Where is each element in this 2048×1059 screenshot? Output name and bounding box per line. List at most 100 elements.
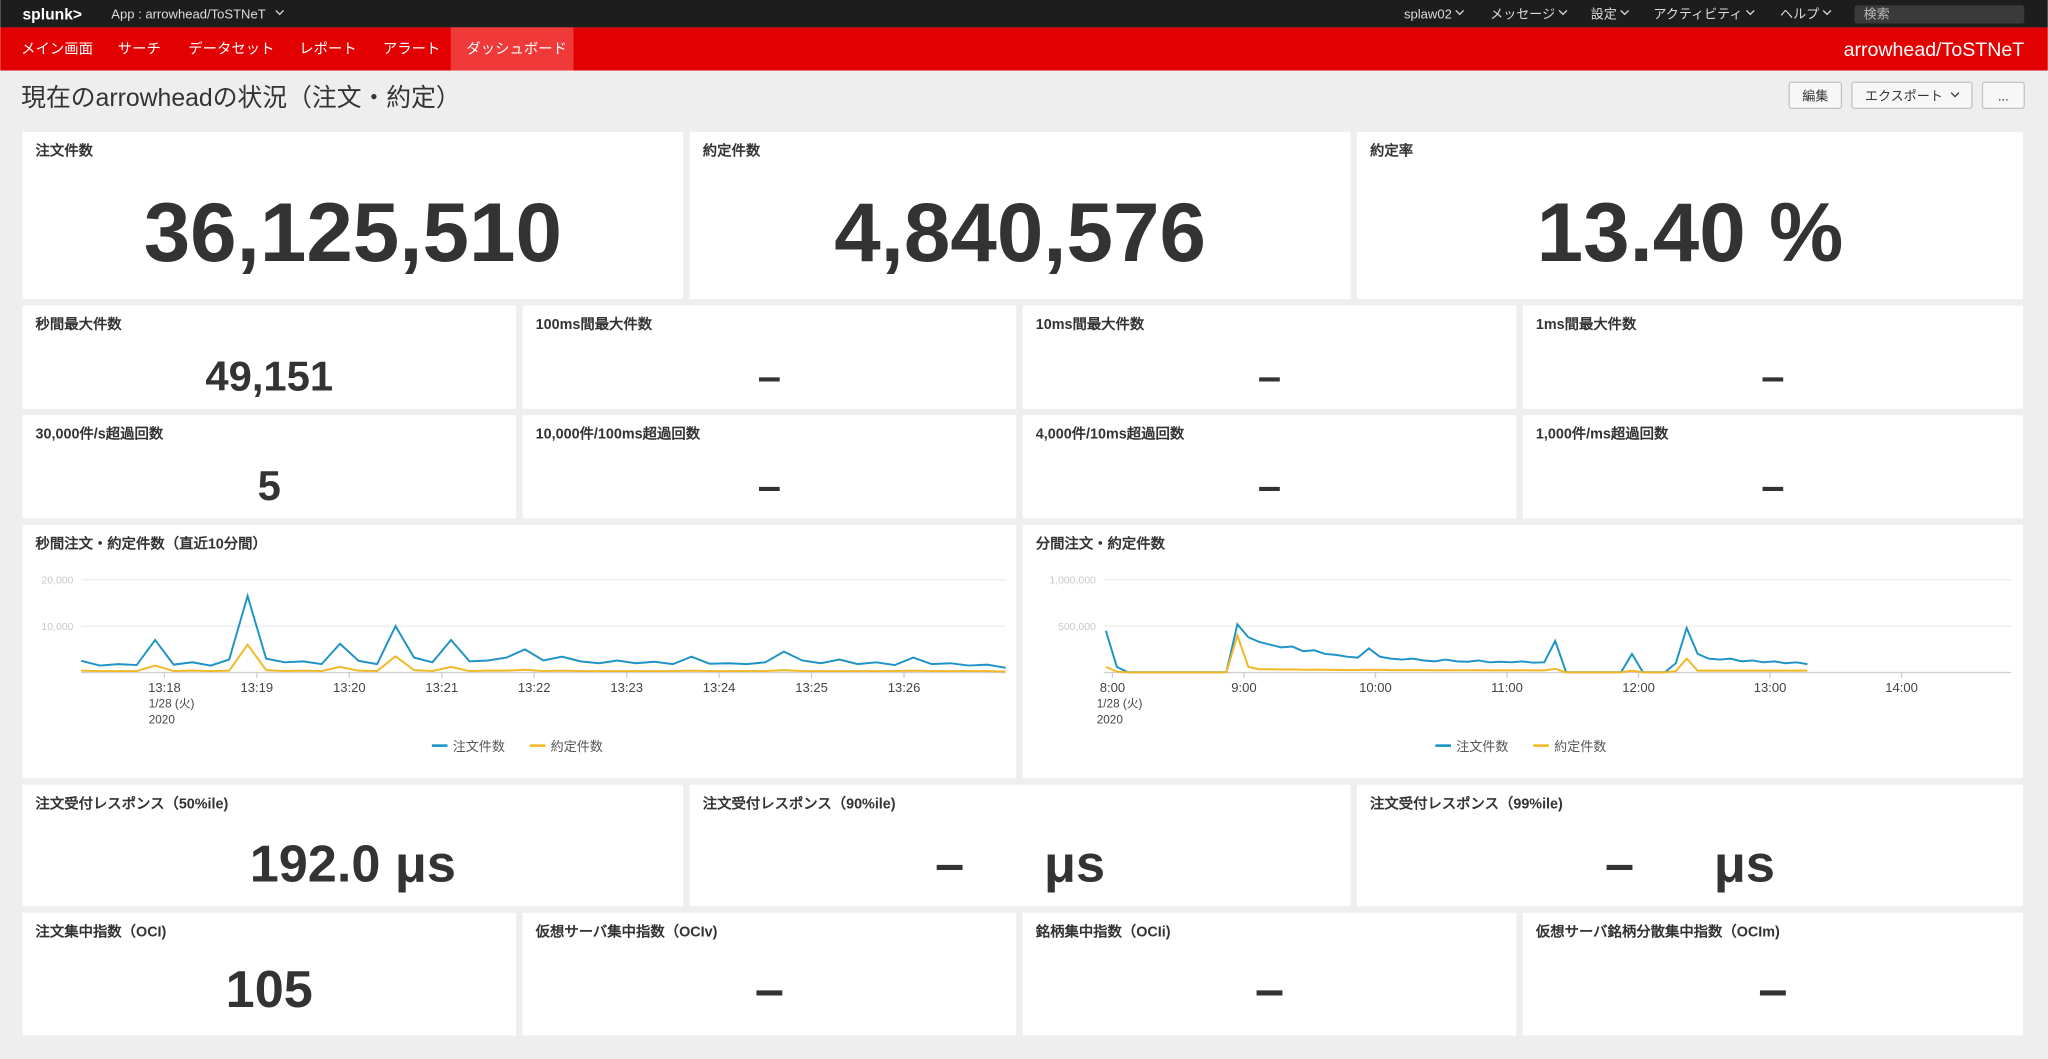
value: 5	[258, 462, 281, 509]
value: –	[1758, 961, 1787, 1019]
panel-title: 1,000件/ms超過回数	[1536, 425, 1669, 443]
x-tick-label: 13:26	[888, 680, 921, 695]
panel-title: 10,000件/100ms超過回数	[536, 425, 701, 443]
panel-title: 仮想サーバ集中指数（OCIv)	[535, 922, 718, 940]
panel-title: 注文受付レスポンス（99%ile)	[1370, 794, 1563, 812]
x-tick-label: 14:00	[1885, 680, 1918, 695]
x-tick-label: 13:24	[703, 680, 736, 695]
header-menu[interactable]: ヘルプ	[1780, 6, 1819, 21]
x-date-label: 1/28 (火)	[1097, 698, 1143, 711]
chevron	[1822, 9, 1832, 16]
value: –	[1258, 352, 1281, 399]
panel-title: 銘柄集中指数（OCIi)	[1036, 922, 1171, 940]
value: –	[1258, 462, 1281, 509]
chevron	[1950, 92, 1960, 98]
header-menu[interactable]: 設定	[1591, 6, 1617, 21]
x-tick-label: 9:00	[1231, 680, 1256, 695]
x-tick-label: 13:22	[518, 680, 551, 695]
panel	[1356, 131, 2023, 300]
panel	[689, 784, 1351, 907]
panel-title: 注文集中指数（OCI)	[36, 922, 167, 940]
panel	[522, 912, 1017, 1036]
chevron	[1558, 9, 1568, 16]
button[interactable]	[1851, 81, 1973, 110]
nav-bar	[0, 27, 2048, 71]
panel	[689, 131, 1351, 300]
x-tick-label: 10:00	[1359, 680, 1392, 695]
top-bar	[0, 0, 2048, 28]
button[interactable]	[1788, 81, 1843, 110]
chevron	[1745, 9, 1755, 16]
x-tick-label: 8:00	[1100, 680, 1125, 695]
app-menu[interactable]: App : arrowhead/ToSTNeT	[111, 6, 265, 21]
x-tick-label: 13:00	[1754, 680, 1787, 695]
value: –	[1761, 352, 1784, 399]
panel	[1522, 912, 2023, 1036]
panel-title: 1ms間最大件数	[1536, 315, 1637, 333]
panel-title: 注文受付レスポンス（50%ile)	[36, 794, 229, 812]
nav-item[interactable]: メイン画面	[21, 42, 93, 58]
value: 105	[226, 961, 313, 1019]
button-label[interactable]: 編集	[1802, 89, 1828, 104]
header-menu[interactable]: メッセージ	[1490, 6, 1555, 21]
panel	[1022, 415, 1517, 519]
x-tick-label: 13:18	[148, 680, 181, 695]
value: 13.40 %	[1537, 185, 1844, 279]
panel-value: 105	[226, 961, 313, 1019]
x-tick-label: 11:00	[1491, 680, 1523, 695]
button-label[interactable]: エクスポート	[1865, 89, 1943, 104]
header-menu[interactable]: アクティビティ	[1653, 6, 1742, 21]
chevron	[275, 9, 285, 16]
value: 192.0	[250, 835, 381, 893]
value: 36,125,510	[144, 185, 562, 279]
chart-title: 分間注文・約定件数	[1036, 534, 1166, 552]
chevron	[1455, 9, 1465, 16]
panel-value: –	[1258, 352, 1281, 399]
nav-item[interactable]: ダッシュボード	[466, 41, 567, 58]
x-tick-label: 13:23	[610, 680, 643, 695]
value: –	[758, 462, 781, 509]
panel	[1522, 305, 2023, 409]
nav-item[interactable]: アラート	[383, 42, 440, 58]
panel-value: 5	[258, 462, 281, 509]
search-box[interactable]	[1854, 5, 2025, 24]
button[interactable]	[1981, 81, 2025, 110]
line-series	[81, 642, 1006, 673]
app-name: arrowhead/ToSTNeT	[1844, 39, 2025, 61]
panel-value: –	[1761, 462, 1784, 509]
panel-value: 192.0 μs	[250, 835, 456, 893]
y-tick-label: 10,000	[41, 622, 73, 633]
panel-value: 36,125,510	[144, 185, 562, 279]
panel-value: – μs	[935, 835, 1105, 893]
panel-value: 4,840,576	[834, 185, 1206, 279]
panel-title: 約定率	[1370, 141, 1413, 159]
page-title: 現在のarrowheadの状況（注文・約定）	[21, 84, 461, 112]
header-menu[interactable]: splaw02	[1404, 6, 1452, 21]
panel-value: –	[758, 352, 781, 399]
nav-item[interactable]: データセット	[188, 40, 274, 58]
panel-title: 10ms間最大件数	[1036, 315, 1145, 333]
panel	[1522, 415, 2023, 519]
panel-value: 13.40 %	[1537, 185, 1844, 279]
nav-item[interactable]: サーチ	[118, 42, 161, 58]
x-date-label: 1/28 (火)	[149, 698, 195, 711]
panel	[522, 305, 1017, 409]
x-tick-label: 13:20	[333, 680, 366, 695]
search-placeholder[interactable]: 検索	[1864, 6, 1890, 21]
logo[interactable]: splunk>	[22, 7, 82, 24]
value: 4,840,576	[834, 185, 1206, 279]
x-year-label: 2020	[1097, 713, 1124, 726]
legend-label: 約定件数	[1554, 739, 1606, 754]
value: –	[1255, 961, 1284, 1019]
chart-title: 秒間注文・約定件数（直近10分間）	[36, 534, 267, 552]
nav-item[interactable]: レポート	[299, 41, 356, 58]
y-tick-label: 20,000	[41, 576, 73, 587]
panel-title: 4,000件/10ms超過回数	[1036, 425, 1185, 443]
panel-value: –	[1761, 352, 1784, 399]
panel	[22, 305, 517, 409]
panel	[522, 415, 1017, 519]
button-label[interactable]: ...	[1998, 89, 2009, 104]
panel-value: – μs	[1605, 835, 1775, 893]
value: –	[758, 352, 781, 399]
